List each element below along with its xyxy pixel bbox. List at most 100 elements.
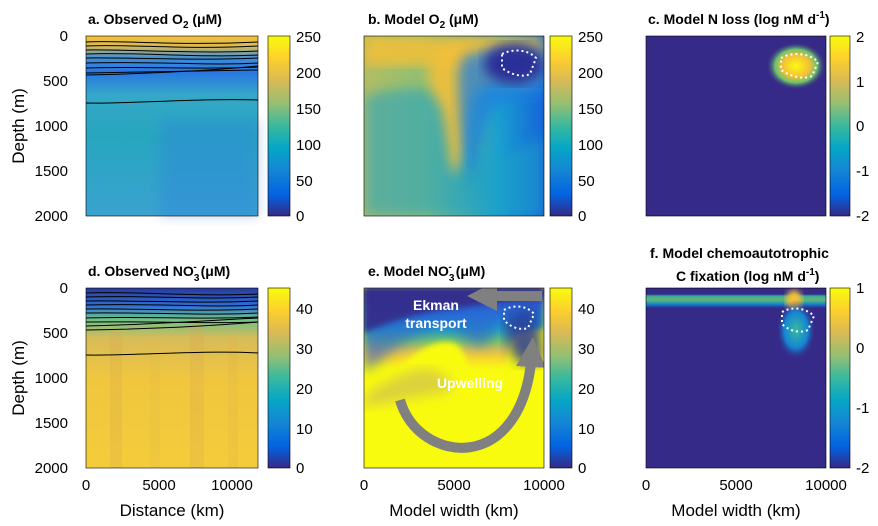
- x-tick-0: 0: [360, 477, 368, 494]
- y-tick-1500: 1500: [35, 163, 68, 180]
- panel-e-heatmap: [364, 288, 544, 468]
- panel-e: e. Model NO3- (μM) Ekman transport Upwel…: [360, 262, 595, 520]
- panel-d: d. Observed NO3- (μM) 0 500 1000 150: [9, 262, 313, 520]
- panel-c-title: c. Model N loss (log nM d-1): [648, 10, 830, 27]
- cbar-tick: 20: [578, 381, 595, 398]
- panel-d-cbar-ticks: 40 30 20 10 0: [296, 301, 313, 477]
- panel-d-xlabel: Distance (km): [120, 501, 225, 520]
- y-tick-0: 0: [60, 28, 68, 45]
- panel-f-title-line1: f. Model chemoautotrophic: [650, 245, 829, 261]
- panel-f-xticks: 0 5000 10000: [642, 477, 847, 494]
- panel-c-heatmap: [646, 36, 826, 216]
- panel-e-xticks: 0 5000 10000: [360, 477, 565, 494]
- cbar-tick: 0: [856, 340, 864, 357]
- panel-a-contours: [85, 41, 259, 104]
- cbar-tick: 0: [296, 208, 304, 225]
- cbar-tick: 50: [578, 173, 595, 190]
- cbar-tick: 0: [296, 460, 304, 477]
- panel-d-yticks: 0 500 1000 1500 2000: [35, 280, 68, 477]
- cbar-tick: 200: [296, 65, 321, 82]
- panel-f-heatmap: [646, 288, 826, 468]
- cbar-tick: 1: [856, 74, 864, 91]
- panel-d-xticks: 0 5000 10000: [82, 477, 253, 494]
- panel-a-title: a. Observed O2 (μM): [88, 11, 222, 31]
- panel-a-cbar-ticks: 250 200 150 100 50 0: [296, 29, 321, 225]
- panel-a-ylabel: Depth (m): [9, 88, 28, 164]
- cbar-tick: 40: [296, 301, 313, 318]
- cbar-tick: -2: [856, 460, 869, 477]
- panel-d-ylabel: Depth (m): [9, 340, 28, 416]
- y-tick-0: 0: [60, 280, 68, 297]
- cbar-tick: -2: [856, 208, 869, 225]
- panel-e-anoxic-outline: [503, 305, 536, 330]
- x-tick-5000: 5000: [437, 477, 470, 494]
- ekman-label: Ekman: [413, 297, 459, 313]
- cbar-tick: -1: [856, 163, 869, 180]
- panel-d-title: d. Observed NO3- (μM): [88, 262, 230, 284]
- cbar-tick: 2: [856, 29, 864, 46]
- y-tick-2000: 2000: [35, 208, 68, 225]
- x-tick-5000: 5000: [719, 477, 752, 494]
- panel-b-anoxic-outline: [501, 49, 538, 77]
- cbar-tick: 0: [856, 118, 864, 135]
- y-tick-1000: 1000: [35, 118, 68, 135]
- x-tick-10000: 10000: [211, 477, 253, 494]
- panel-d-contours: [85, 292, 259, 356]
- panel-b: b. Model O2 (μM) 250 200 150 100 50 0: [363, 11, 603, 225]
- panel-a: a. Observed O2 (μM) 0 500 1000 1500 2000…: [9, 11, 321, 225]
- cbar-tick: 100: [296, 137, 321, 154]
- y-tick-1500: 1500: [35, 415, 68, 432]
- y-tick-2000: 2000: [35, 460, 68, 477]
- panel-b-title: b. Model O2 (μM): [368, 11, 479, 31]
- panel-f-xlabel: Model width (km): [671, 501, 800, 520]
- cbar-tick: 40: [578, 301, 595, 318]
- panel-a-colorbar: [267, 35, 291, 217]
- cbar-tick: 30: [578, 341, 595, 358]
- panel-d-texture: [110, 320, 238, 468]
- panel-c-colorbar: [829, 35, 851, 217]
- panel-f-anoxic-outline: [781, 307, 816, 333]
- cbar-tick: -1: [856, 400, 869, 417]
- cbar-tick: 0: [578, 208, 586, 225]
- cbar-tick: 1: [856, 280, 864, 297]
- cbar-tick: 10: [296, 421, 313, 438]
- cbar-tick: 150: [296, 101, 321, 118]
- panel-d-colorbar: [267, 287, 291, 469]
- cbar-tick: 200: [578, 65, 603, 82]
- panel-e-title: e. Model NO3- (μM): [368, 262, 485, 284]
- panel-f-title-line2: C fixation (log nM d-1): [676, 267, 819, 284]
- panel-c: c. Model N loss (log nM d-1) 2 1 0 -1 -2: [645, 10, 869, 225]
- panel-c-cbar-ticks: 2 1 0 -1 -2: [856, 29, 869, 225]
- transport-label: transport: [405, 315, 467, 331]
- cbar-tick: 30: [296, 341, 313, 358]
- cbar-tick: 150: [578, 101, 603, 118]
- panel-e-cbar-ticks: 40 30 20 10 0: [578, 301, 595, 477]
- y-tick-1000: 1000: [35, 370, 68, 387]
- upwelling-label: Upwelling: [437, 375, 503, 391]
- cbar-tick: 250: [578, 29, 603, 46]
- x-tick-10000: 10000: [523, 477, 565, 494]
- x-tick-0: 0: [82, 477, 90, 494]
- panel-f-cbar-ticks: 1 0 -1 -2: [856, 280, 869, 477]
- panel-b-heatmap: [364, 36, 544, 216]
- x-tick-0: 0: [642, 477, 650, 494]
- x-tick-5000: 5000: [142, 477, 175, 494]
- panel-a-yticks: 0 500 1000 1500 2000: [35, 28, 68, 225]
- panel-f: f. Model chemoautotrophic C fixation (lo…: [642, 245, 870, 520]
- cbar-tick: 20: [296, 381, 313, 398]
- panel-a-low-o2-patch: [160, 120, 258, 216]
- cbar-tick: 250: [296, 29, 321, 46]
- panel-b-colorbar: [549, 35, 573, 217]
- cbar-tick: 0: [578, 460, 586, 477]
- panel-e-xlabel: Model width (km): [389, 501, 518, 520]
- upwelling-arrow: [395, 337, 544, 453]
- panel-b-cbar-ticks: 250 200 150 100 50 0: [578, 29, 603, 225]
- y-tick-500: 500: [43, 325, 68, 342]
- cbar-tick: 10: [578, 421, 595, 438]
- panel-e-colorbar: [549, 287, 573, 469]
- x-tick-10000: 10000: [805, 477, 847, 494]
- panel-f-colorbar: [829, 287, 851, 469]
- cbar-tick: 100: [578, 137, 603, 154]
- cbar-tick: 50: [296, 173, 313, 190]
